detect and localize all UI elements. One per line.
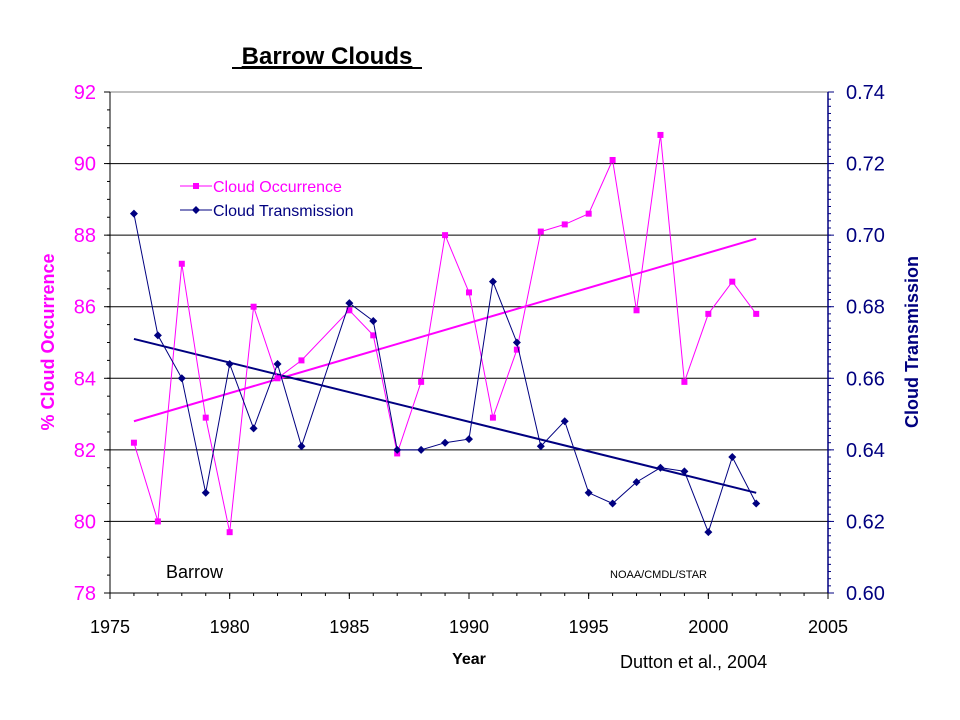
x-axis-label: Year xyxy=(452,651,486,668)
trendline-occurrence xyxy=(133,237,757,423)
x-tick-label: 2005 xyxy=(808,617,848,637)
data-point-occurrence xyxy=(705,310,712,317)
grid xyxy=(110,163,828,522)
data-point-transmission xyxy=(656,463,665,472)
data-point-occurrence xyxy=(681,378,688,385)
data-point-transmission xyxy=(441,438,450,447)
legend-label-transmission: Cloud Transmission xyxy=(213,203,354,220)
data-point-occurrence xyxy=(250,303,257,310)
data-point-occurrence xyxy=(537,228,544,235)
data-point-occurrence xyxy=(130,439,137,446)
series-group xyxy=(129,131,761,537)
x-tick-label: 1980 xyxy=(210,617,250,637)
data-point-transmission xyxy=(512,338,521,347)
series-line-occurrence xyxy=(133,134,757,533)
site-annotation: Barrow xyxy=(166,562,224,582)
data-point-transmission xyxy=(201,488,210,497)
data-point-transmission xyxy=(345,299,354,308)
data-point-transmission xyxy=(417,445,426,454)
y-right-tick-label: 0.72 xyxy=(846,154,885,176)
data-point-occurrence xyxy=(513,346,520,353)
data-point-occurrence xyxy=(729,278,736,285)
data-point-transmission xyxy=(608,499,617,508)
citation-annotation: Dutton et al., 2004 xyxy=(620,652,767,672)
data-point-transmission xyxy=(225,359,234,368)
x-tick-label: 1975 xyxy=(90,617,130,637)
data-point-occurrence xyxy=(370,332,377,339)
y-left-tick-label: 88 xyxy=(74,225,96,247)
data-point-transmission xyxy=(297,442,306,451)
legend: Cloud Occurrence Cloud Transmission xyxy=(172,168,387,223)
data-point-transmission xyxy=(680,467,689,476)
data-point-transmission xyxy=(393,445,402,454)
data-point-transmission xyxy=(129,209,138,218)
x-tick-label: 1995 xyxy=(569,617,609,637)
chart-title: Barrow Clouds xyxy=(242,43,413,70)
y-right-tick-label: 0.68 xyxy=(846,297,885,319)
data-point-transmission xyxy=(465,435,473,444)
trendline-transmission xyxy=(133,337,757,494)
y-right-tick-label: 0.66 xyxy=(846,368,885,390)
y-left-tick-label: 86 xyxy=(74,297,96,319)
y-right-tick-label: 0.74 xyxy=(846,82,885,104)
x-tick-label: 1990 xyxy=(449,617,489,637)
y-right-tick-label: 0.60 xyxy=(846,583,885,605)
credit-annotation: NOAA/CMDL/STAR xyxy=(610,569,707,581)
data-point-occurrence xyxy=(609,156,616,163)
legend-marker-occurrence xyxy=(193,183,199,189)
y-left-tick-label: 82 xyxy=(74,440,96,462)
data-point-transmission xyxy=(273,359,282,368)
y-axis-left-label: % Cloud Occurrence xyxy=(38,253,58,430)
data-point-transmission xyxy=(488,277,497,286)
tick-labels: 78 80 82 84 86 88 90 92 0.60 0.62 0.64 0.66 0.68 0.70… xyxy=(74,82,885,637)
y-left-tick-label: 80 xyxy=(74,511,96,533)
data-point-transmission xyxy=(536,442,545,451)
data-point-transmission xyxy=(153,331,162,340)
data-point-transmission xyxy=(752,499,761,508)
data-point-transmission xyxy=(369,317,378,326)
data-point-occurrence xyxy=(561,221,568,228)
legend-marker-transmission xyxy=(192,206,200,214)
y-left-tick-label: 92 xyxy=(74,82,96,104)
data-point-occurrence xyxy=(418,378,425,385)
data-point-occurrence xyxy=(633,307,640,314)
data-point-occurrence xyxy=(202,414,209,421)
y-right-tick-label: 0.64 xyxy=(846,440,885,462)
y-left-tick-label: 84 xyxy=(74,368,96,390)
x-tick-label: 2000 xyxy=(688,617,728,637)
data-point-transmission xyxy=(560,417,569,426)
data-point-occurrence xyxy=(226,529,233,536)
data-point-occurrence xyxy=(753,310,760,317)
y-right-tick-label: 0.62 xyxy=(846,511,885,533)
data-point-transmission xyxy=(632,478,641,487)
data-point-transmission xyxy=(704,528,713,537)
data-point-transmission xyxy=(728,453,737,462)
legend-label-occurrence: Cloud Occurrence xyxy=(213,179,342,196)
data-point-occurrence xyxy=(466,289,472,296)
data-point-transmission xyxy=(177,374,186,383)
axes xyxy=(104,91,834,599)
y-axis-right-label: Cloud Transmission xyxy=(902,256,922,428)
legend-box xyxy=(172,168,387,223)
data-point-occurrence xyxy=(346,307,353,314)
series-line-transmission xyxy=(133,213,757,534)
data-point-occurrence xyxy=(489,414,496,421)
data-point-occurrence xyxy=(154,518,161,525)
trend-lines xyxy=(133,237,757,494)
y-left-tick-label: 78 xyxy=(74,583,96,605)
x-tick-label: 1985 xyxy=(329,617,369,637)
y-left-tick-label: 90 xyxy=(74,154,96,176)
data-point-occurrence xyxy=(657,131,664,138)
y-right-tick-label: 0.70 xyxy=(846,225,885,247)
data-point-occurrence xyxy=(585,210,592,217)
data-point-occurrence xyxy=(442,232,449,239)
data-point-occurrence xyxy=(178,260,185,267)
data-point-transmission xyxy=(249,424,258,433)
data-point-transmission xyxy=(584,488,593,497)
data-point-occurrence xyxy=(298,357,305,364)
data-point-occurrence xyxy=(274,375,281,382)
